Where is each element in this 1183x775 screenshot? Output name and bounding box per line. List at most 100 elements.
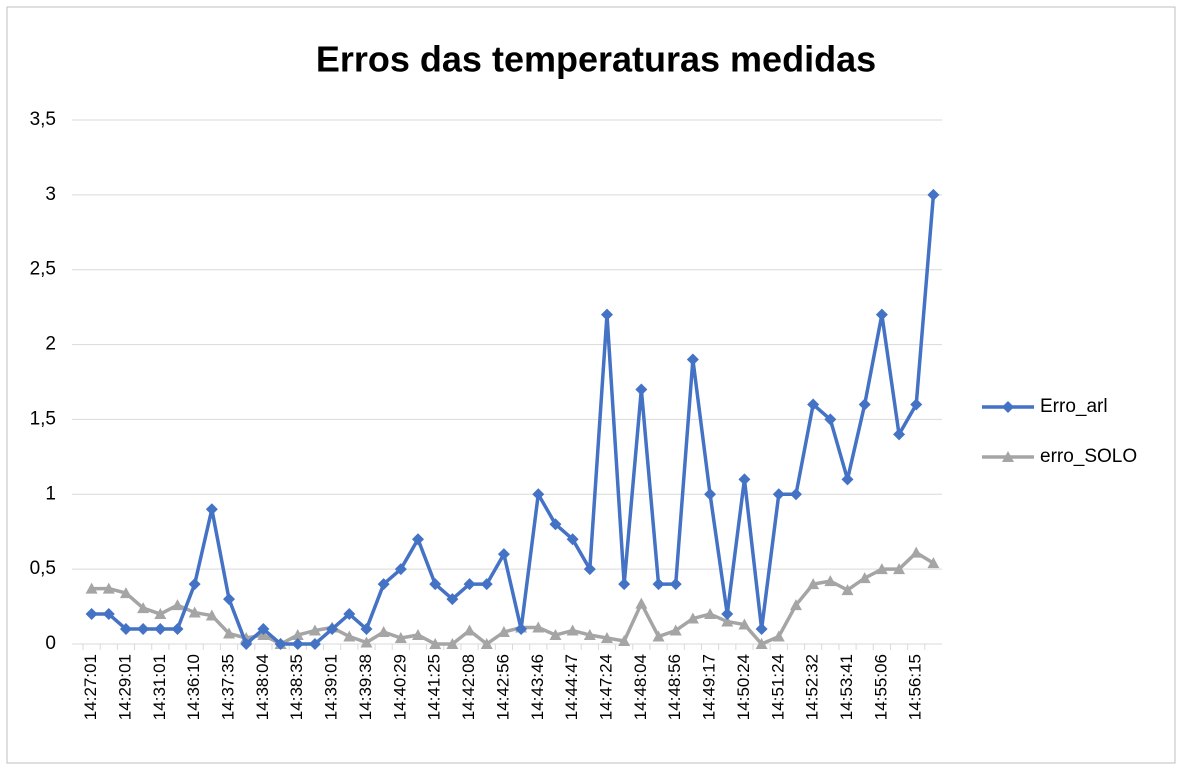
point	[532, 488, 545, 501]
point	[755, 623, 768, 636]
legend-label: Erro_arl	[1040, 396, 1108, 417]
point	[188, 578, 201, 591]
point	[858, 398, 871, 411]
point	[635, 383, 648, 396]
point	[910, 398, 923, 411]
point	[583, 629, 596, 641]
point	[652, 578, 665, 591]
x-tick-label: 14:47:24	[596, 654, 615, 720]
point	[927, 188, 940, 201]
point	[240, 638, 253, 650]
point	[549, 518, 562, 531]
y-tick-label: 1,5	[30, 408, 56, 429]
point	[171, 599, 184, 611]
point	[85, 582, 98, 594]
point	[154, 608, 167, 620]
point	[480, 578, 493, 591]
point	[549, 629, 562, 641]
point	[308, 624, 321, 636]
point	[772, 488, 785, 501]
x-tick-label: 14:43:46	[528, 654, 547, 720]
point	[446, 593, 459, 606]
y-tick-label: 3,5	[30, 109, 56, 130]
x-tick-label: 14:44:47	[562, 654, 581, 720]
point	[205, 503, 218, 516]
point	[154, 623, 167, 636]
point	[497, 548, 510, 561]
point	[669, 578, 682, 591]
point	[738, 473, 751, 486]
point	[291, 638, 304, 650]
y-tick-label: 2,5	[30, 259, 56, 280]
point	[257, 623, 270, 636]
x-tick-label: 14:55:06	[871, 654, 890, 720]
point	[326, 623, 339, 636]
point	[532, 621, 545, 633]
point	[223, 627, 236, 639]
point	[119, 587, 132, 599]
point	[137, 623, 150, 636]
point	[893, 428, 906, 441]
point	[446, 638, 459, 649]
x-tick-label: 14:42:56	[493, 654, 512, 720]
point	[412, 533, 425, 546]
point	[566, 624, 579, 636]
point	[429, 638, 442, 649]
point	[497, 626, 510, 638]
point	[738, 618, 751, 630]
x-tick-label: 14:29:01	[115, 654, 134, 720]
point	[686, 353, 699, 366]
point	[205, 609, 218, 621]
point	[429, 578, 442, 591]
point	[807, 578, 820, 590]
chart-title: Erros das temperaturas medidas	[316, 39, 876, 80]
x-tick-label: 14:39:38	[356, 654, 375, 720]
point	[394, 563, 407, 576]
legend-label: erro_SOLO	[1040, 446, 1137, 467]
point	[618, 578, 631, 591]
point	[841, 473, 854, 486]
y-tick-label: 3	[45, 184, 56, 205]
x-tick-label: 14:38:04	[253, 654, 272, 720]
point	[789, 488, 802, 501]
x-tick-label: 14:41:25	[425, 654, 444, 720]
point	[841, 584, 854, 596]
point	[102, 582, 115, 594]
point	[85, 608, 98, 621]
x-tick-label: 14:27:01	[81, 654, 100, 720]
point	[377, 578, 390, 591]
point	[463, 578, 476, 591]
point	[755, 638, 768, 649]
point	[463, 624, 476, 636]
x-tick-label: 14:50:24	[734, 654, 753, 720]
point	[360, 623, 373, 636]
legend-marker	[1002, 451, 1014, 462]
point	[137, 602, 150, 614]
point	[772, 630, 785, 642]
point	[875, 308, 888, 321]
x-tick-label: 14:36:10	[184, 654, 203, 720]
x-tick-label: 14:56:15	[906, 654, 925, 720]
point	[480, 638, 493, 649]
point	[171, 623, 184, 636]
point	[875, 563, 888, 575]
point	[377, 626, 390, 638]
point	[789, 599, 802, 611]
x-tick-label: 14:53:41	[837, 654, 856, 720]
point	[721, 608, 734, 621]
point	[824, 413, 837, 426]
point	[824, 575, 837, 587]
point	[618, 635, 631, 647]
point	[600, 308, 613, 321]
x-tick-label: 14:31:01	[150, 654, 169, 720]
point	[858, 572, 871, 584]
point	[910, 546, 923, 558]
point	[188, 606, 201, 618]
point	[721, 615, 734, 627]
point	[704, 608, 717, 620]
point	[394, 632, 407, 644]
point	[343, 608, 356, 621]
x-tick-label: 14:52:32	[803, 654, 822, 720]
point	[360, 636, 373, 648]
